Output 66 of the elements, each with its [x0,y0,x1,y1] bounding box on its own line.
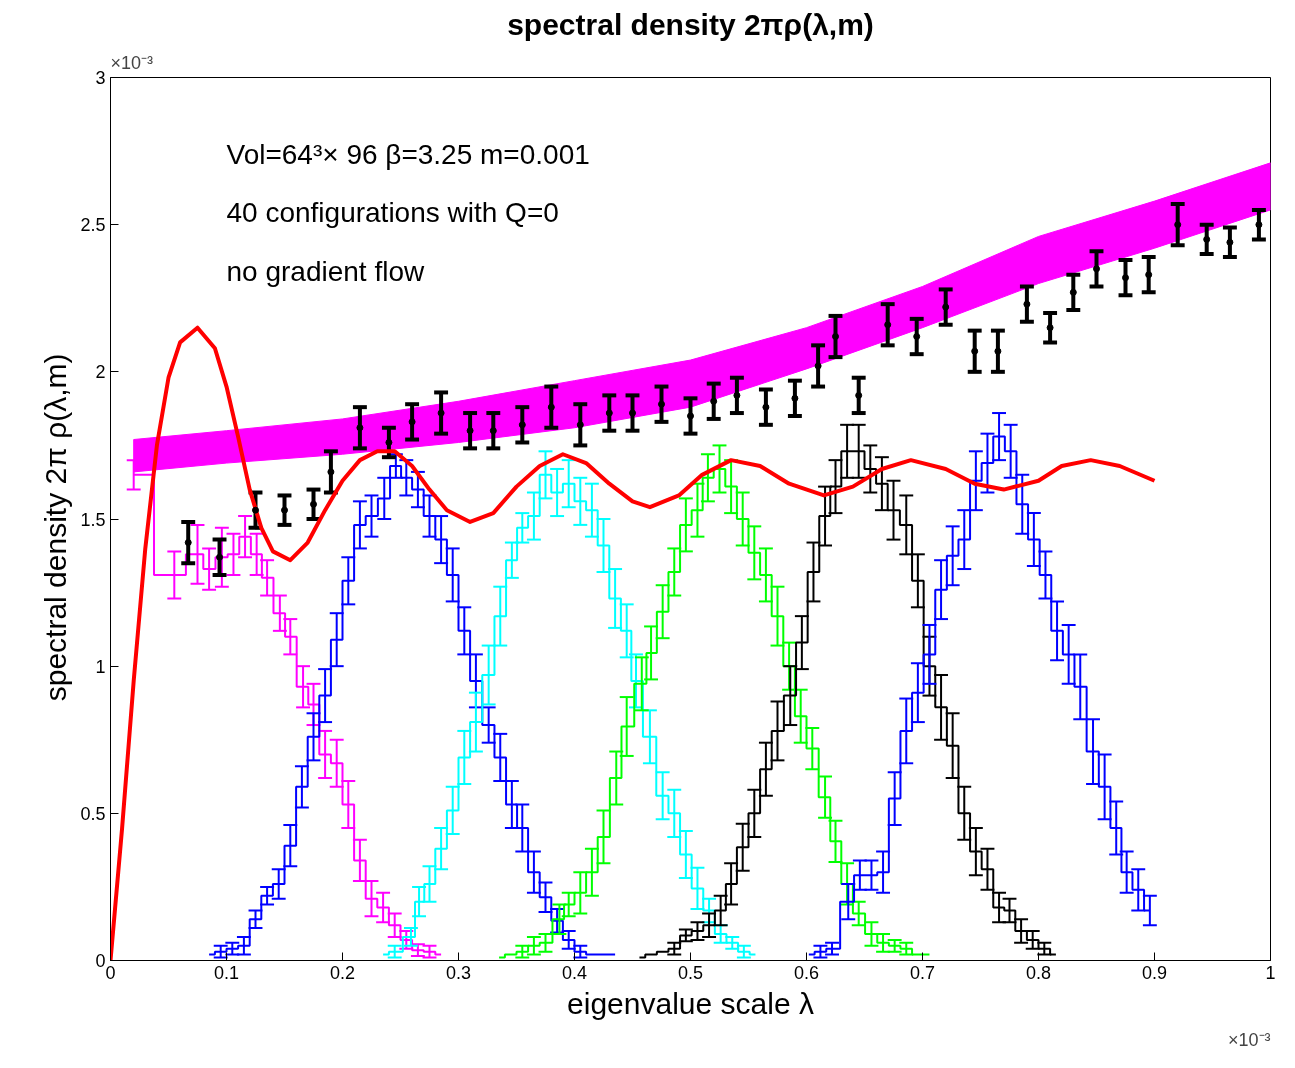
point [437,409,445,417]
annotation: no gradient flow [226,256,425,288]
point [1174,221,1182,229]
point [547,403,555,411]
y-tick-label: 0.5 [80,803,106,824]
point [576,421,584,429]
point [1046,324,1054,332]
point [855,391,863,399]
point [385,438,393,446]
point [791,394,799,402]
point [884,321,892,329]
point [687,412,694,420]
point [356,424,364,432]
y-tick-label: 2 [95,362,106,383]
text: ×10⁻³ [1227,1029,1271,1050]
y-tick-label: 1.5 [80,509,106,530]
point [489,427,497,435]
x-tick-label: 0.4 [561,962,588,983]
x-tick-label: 0.7 [909,962,936,983]
x-tick-label: 0.8 [1025,962,1052,983]
x-tick-label: 0.1 [213,962,240,983]
point [466,427,474,435]
point [629,409,636,417]
point [408,418,416,426]
point [658,400,665,408]
point [184,539,192,547]
text: ×10⁻³ [110,52,154,73]
point [518,421,526,429]
x-axis-title: eigenvalue scale λ [567,986,814,1020]
point [710,397,718,405]
point [994,347,1002,355]
x-tick-label: 0.2 [329,962,356,983]
point [327,468,335,476]
point [281,506,288,514]
point [1122,274,1129,282]
point [605,409,613,417]
y-tick-label: 2.5 [80,215,106,236]
x-tick-label: 0.3 [445,962,472,983]
x-tick-label: 0.6 [793,962,820,983]
point [1145,271,1153,279]
point [913,333,921,341]
point [216,553,224,561]
line-series [110,325,1157,961]
point [832,333,839,341]
point [1226,238,1234,246]
point [814,362,822,370]
point [1203,235,1211,243]
annotation: Vol=64³× 96 β=3.25 m=0.001 [226,138,590,170]
point [1093,265,1100,273]
y-tick-label: 3 [95,68,106,88]
point [942,303,950,311]
point [762,403,770,411]
chart-title: spectral density 2πρ(λ,m) [507,7,874,41]
point [252,506,259,514]
y-tick-label: 1 [95,656,106,677]
point [733,391,741,399]
x-tick-label: 0.9 [1141,962,1168,983]
x-tick-label: 1 [1265,962,1276,983]
x-tick-label: 0.5 [677,962,704,983]
annotation: 40 configurations with Q=0 [226,197,559,229]
point [971,347,979,355]
y-axis-title: spectral density 2π ρ(λ,m) [39,353,73,702]
point [1255,221,1263,229]
point [310,500,317,508]
point [1069,288,1077,296]
point [1023,300,1031,308]
